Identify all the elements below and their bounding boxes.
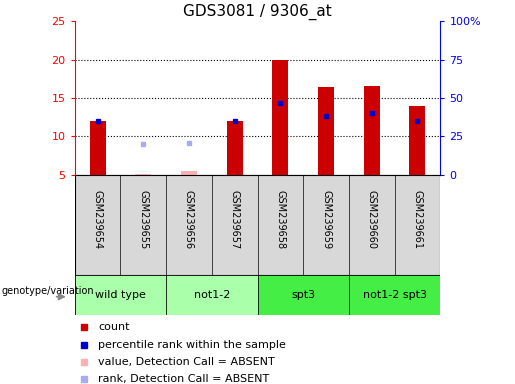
Text: value, Detection Call = ABSENT: value, Detection Call = ABSENT — [98, 357, 275, 367]
Bar — [227, 121, 243, 175]
Bar — [75, 175, 440, 275]
Text: genotype/variation: genotype/variation — [2, 286, 94, 296]
Text: not1-2 spt3: not1-2 spt3 — [363, 290, 426, 300]
Bar — [181, 171, 197, 175]
Text: not1-2: not1-2 — [194, 290, 230, 300]
Bar — [166, 275, 258, 315]
Text: GSM239654: GSM239654 — [93, 190, 102, 249]
Bar — [349, 275, 440, 315]
Bar — [90, 121, 106, 175]
Title: GDS3081 / 9306_at: GDS3081 / 9306_at — [183, 3, 332, 20]
Bar — [258, 275, 349, 315]
Text: spt3: spt3 — [291, 290, 315, 300]
Text: GSM239660: GSM239660 — [367, 190, 377, 249]
Bar — [272, 60, 288, 175]
Text: GSM239657: GSM239657 — [230, 190, 239, 249]
Bar — [364, 86, 380, 175]
Text: rank, Detection Call = ABSENT: rank, Detection Call = ABSENT — [98, 374, 270, 384]
Text: GSM239656: GSM239656 — [184, 190, 194, 249]
Bar — [135, 174, 151, 175]
Text: wild type: wild type — [95, 290, 146, 300]
Bar — [75, 275, 166, 315]
Text: percentile rank within the sample: percentile rank within the sample — [98, 339, 286, 349]
Text: count: count — [98, 322, 130, 332]
Text: GSM239658: GSM239658 — [276, 190, 285, 249]
Text: GSM239659: GSM239659 — [321, 190, 331, 249]
Bar — [318, 87, 334, 175]
Text: GSM239655: GSM239655 — [138, 190, 148, 249]
Text: GSM239661: GSM239661 — [413, 190, 422, 249]
Bar — [409, 106, 425, 175]
